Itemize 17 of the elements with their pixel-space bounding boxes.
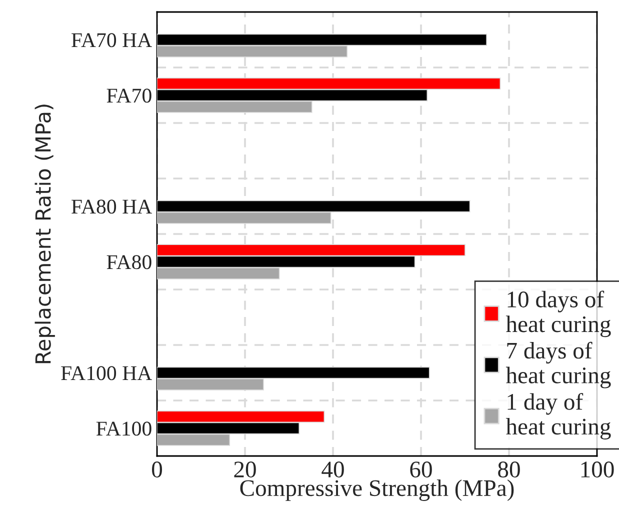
legend-label: 7 days of heat curing [506,342,611,388]
legend-label: 1 day of heat curing [506,393,611,440]
x-tick-label: 40 [322,462,344,478]
legend-label: 10 days of heat curing [506,290,611,338]
y-tick-label: FA80 HA [72,200,152,214]
y-tick-label: FA100 HA [61,366,152,380]
y-tick-label: FA70 HA [72,33,152,48]
x-tick-label: 20 [234,462,256,478]
x-tick-label: 80 [498,462,520,478]
x-tick-label: 60 [410,462,432,478]
y-tick-label: FA70 [106,88,152,103]
x-tick-label: 0 [152,462,162,478]
y-axis-title: Replacement Ratio (MPa) [34,104,55,364]
x-tick-label: 100 [581,462,614,478]
y-tick-label: FA100 [96,422,152,436]
y-tick-label: FA80 [106,255,152,270]
x-axis-title: Compressive Strength (MPa) [240,479,514,501]
